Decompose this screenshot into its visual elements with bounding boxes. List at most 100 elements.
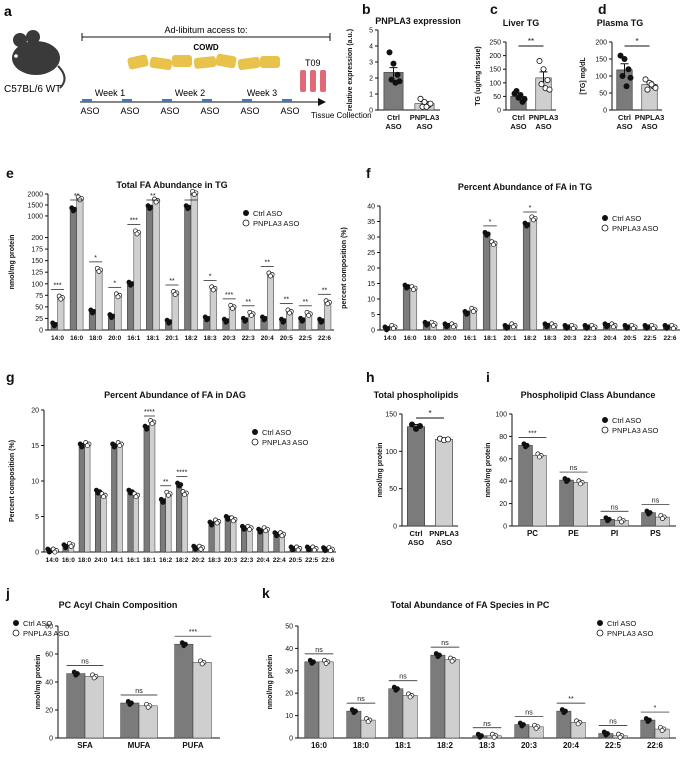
data-point xyxy=(73,672,79,678)
data-point xyxy=(323,660,329,666)
data-point xyxy=(584,325,590,331)
y-tick-label: 0 xyxy=(497,108,501,115)
y-tick-label: 10 xyxy=(31,479,39,486)
significance-label: ns xyxy=(135,688,143,695)
y-tick-label: 150 xyxy=(489,67,501,74)
legend-label-ctrl: Ctrl ASO xyxy=(23,619,52,628)
significance-label: * xyxy=(635,37,638,46)
bar xyxy=(159,500,166,553)
data-point xyxy=(287,310,293,316)
significance-label: *** xyxy=(189,629,197,636)
x-tick-label: 22:5 xyxy=(299,335,312,342)
data-point xyxy=(147,206,153,212)
x-tick-label: 14:0 xyxy=(383,335,396,342)
chart-title: PNPLA3 expression xyxy=(375,16,461,26)
data-point xyxy=(430,322,436,328)
significance-label: ** xyxy=(568,696,574,703)
data-point xyxy=(570,325,576,331)
data-point xyxy=(133,494,139,500)
data-point xyxy=(204,317,210,323)
x-tick-label: 18:1 xyxy=(395,741,412,750)
y-tick-label: 25 xyxy=(367,250,375,257)
data-point xyxy=(274,533,279,539)
y-axis-title: TG (ug/mg tissue) xyxy=(475,46,482,106)
data-point xyxy=(664,325,670,331)
bar xyxy=(489,242,498,331)
chart-f: 0 5 10 15 20 25 30 35 40 percent composition (%) f… xyxy=(341,165,680,342)
bar xyxy=(133,232,141,331)
data-point xyxy=(412,425,419,432)
panel-letter: k xyxy=(262,585,270,601)
significance-label: *** xyxy=(130,217,138,224)
bar xyxy=(143,427,150,553)
x-tick-label: 16:2 xyxy=(159,557,172,564)
data-point xyxy=(610,324,616,330)
y-tick-label: 0 xyxy=(35,550,39,557)
data-point xyxy=(95,490,101,496)
data-point xyxy=(537,454,542,460)
y-tick-label: 20 xyxy=(499,501,507,508)
data-point xyxy=(660,516,665,521)
x-tick-label: 20:5 xyxy=(289,557,302,564)
data-point xyxy=(153,199,159,205)
bar xyxy=(482,233,491,331)
significance-label: **** xyxy=(144,409,155,416)
data-point xyxy=(328,548,334,554)
legend-label-pnpla3: PNPLA3 ASO xyxy=(612,224,658,233)
panel-letter-a: a xyxy=(4,3,12,19)
legend-label-ctrl: Ctrl ASO xyxy=(612,416,641,425)
data-point xyxy=(214,520,220,526)
data-point xyxy=(127,702,133,707)
data-point xyxy=(404,285,410,291)
legend-marker-ctrl xyxy=(252,429,258,435)
chart-title: Total FA Abundance in TG xyxy=(116,180,227,190)
data-point xyxy=(70,208,76,214)
data-point xyxy=(365,719,371,725)
data-point xyxy=(149,421,155,427)
data-point xyxy=(181,643,187,649)
panel-letter: f xyxy=(366,165,371,181)
panel-letter: i xyxy=(486,369,490,385)
data-point xyxy=(223,319,229,325)
data-point xyxy=(79,444,85,450)
legend-label-pnpla3: PNPLA3 ASO xyxy=(23,629,69,638)
x-tick-label: 18:2 xyxy=(437,741,454,750)
data-point xyxy=(311,547,317,553)
week-3-label: Week 3 xyxy=(247,88,277,98)
bar xyxy=(111,445,118,553)
y-tick-label: 3 xyxy=(369,60,373,67)
y-tick-label: 0 xyxy=(39,328,43,335)
bar xyxy=(174,643,194,739)
data-point xyxy=(229,305,235,311)
bar xyxy=(522,224,531,331)
x-tick-label: 22:6 xyxy=(663,335,676,342)
data-point xyxy=(544,324,550,330)
x-tick-label: 20:5 xyxy=(623,335,636,342)
data-point xyxy=(279,533,285,539)
significance-label: ** xyxy=(150,193,156,200)
bar xyxy=(171,292,179,331)
legend-marker-ctrl xyxy=(602,215,608,221)
data-point xyxy=(295,547,301,553)
significance-label: ** xyxy=(284,297,290,304)
data-point xyxy=(435,654,441,660)
y-tick-label: 75 xyxy=(35,293,43,300)
data-point xyxy=(351,710,357,716)
data-point xyxy=(627,74,634,81)
legend-label-ctrl: Ctrl ASO xyxy=(253,209,282,218)
data-point xyxy=(117,443,123,449)
chart-c: 0 50 100 150 200 250 TG (ug/mg tissue) c Liver T… xyxy=(475,1,558,131)
legend-label-ctrl: Ctrl ASO xyxy=(262,428,291,437)
data-point xyxy=(290,547,296,553)
x-tick-label: 14:0 xyxy=(46,557,59,564)
data-point xyxy=(241,526,247,532)
data-point xyxy=(477,734,483,740)
aso-label: ASO xyxy=(280,106,299,116)
x-tick-label: 22:3 xyxy=(240,557,253,564)
y-tick-label: 150 xyxy=(31,258,43,265)
data-point xyxy=(101,494,106,500)
bar xyxy=(184,206,192,331)
data-point xyxy=(648,81,655,88)
chart-k: 0 10 20 30 40 50 nmol/mg protein k Total Abundan… xyxy=(262,585,676,750)
legend-marker-pnpla3 xyxy=(601,426,609,434)
